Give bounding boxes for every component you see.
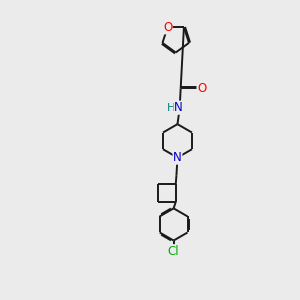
Text: O: O — [163, 21, 172, 34]
Text: N: N — [173, 151, 182, 164]
Text: N: N — [174, 101, 183, 114]
Text: Cl: Cl — [168, 245, 179, 258]
Text: H: H — [167, 103, 176, 113]
Text: O: O — [197, 82, 206, 95]
